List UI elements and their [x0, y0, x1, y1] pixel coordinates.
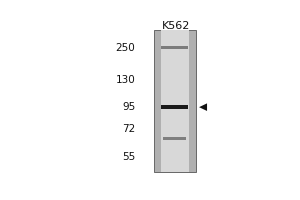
Bar	[154, 30, 196, 172]
Polygon shape	[199, 103, 207, 111]
Bar	[161, 105, 188, 109]
Bar	[161, 46, 188, 49]
Text: 72: 72	[122, 124, 135, 134]
Text: K562: K562	[162, 21, 190, 31]
Text: 95: 95	[122, 102, 135, 112]
Bar	[161, 30, 189, 172]
Text: 250: 250	[116, 43, 135, 53]
Text: 55: 55	[122, 152, 135, 162]
Text: 130: 130	[116, 75, 135, 85]
Bar	[163, 137, 186, 140]
